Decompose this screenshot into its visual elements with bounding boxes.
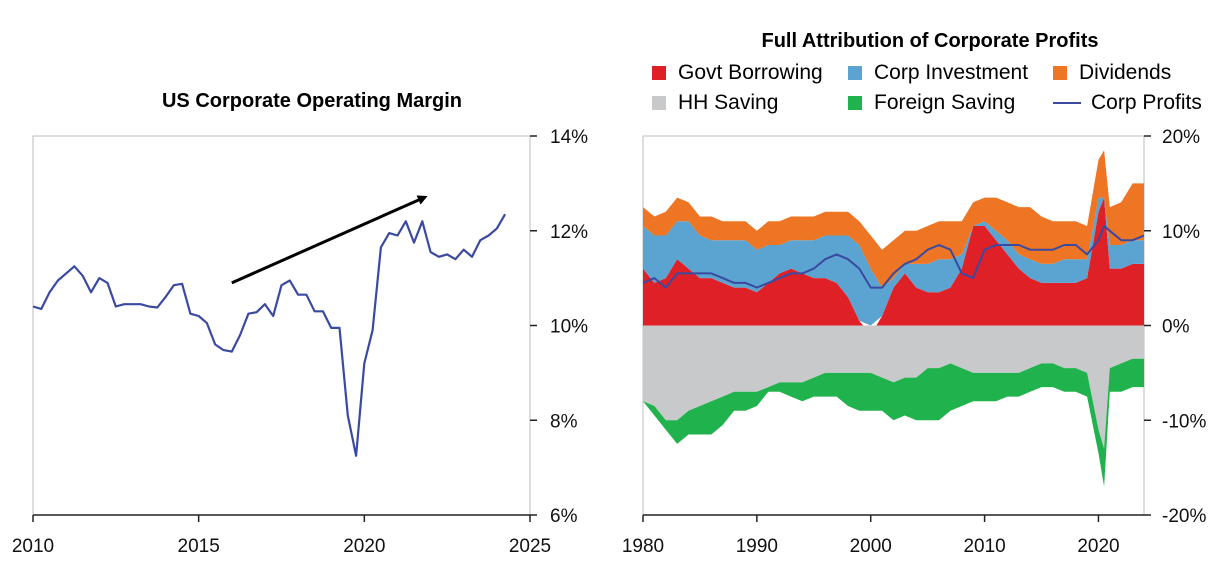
legend-govt-borrowing: Govt Borrowing bbox=[652, 61, 823, 85]
y-tick-label: 20% bbox=[1162, 127, 1200, 148]
y-tick-label: -10% bbox=[1162, 411, 1206, 432]
legend-swatch bbox=[1053, 66, 1067, 80]
x-tick-label: 2010 bbox=[963, 536, 1005, 557]
area-dividends bbox=[643, 150, 1144, 288]
x-tick-label: 1980 bbox=[622, 536, 664, 557]
legend-label: Govt Borrowing bbox=[678, 61, 823, 84]
y-tick-label: 8% bbox=[550, 411, 578, 432]
y-tick-label: 10% bbox=[1162, 222, 1200, 243]
legend-label: HH Saving bbox=[678, 91, 779, 114]
legend-label: Foreign Saving bbox=[874, 91, 1016, 114]
legend-corp-investment: Corp Investment bbox=[848, 61, 1028, 85]
legend-swatch bbox=[848, 66, 862, 80]
area-foreign-saving bbox=[643, 358, 1144, 487]
legend-label: Dividends bbox=[1079, 61, 1172, 84]
left-chart: 2010 2015 2020 2025 6% 8% 10% 12% 14% bbox=[12, 127, 588, 557]
margin-series-line bbox=[32, 213, 507, 457]
legend-label: Corp Profits bbox=[1091, 91, 1202, 114]
y-tick-label: 0% bbox=[1162, 317, 1190, 338]
y-tick-label: 10% bbox=[550, 317, 588, 338]
x-tick-label: 2000 bbox=[850, 536, 892, 557]
x-tick-label: 2020 bbox=[1077, 536, 1119, 557]
right-chart-title: Full Attribution of Corporate Profits bbox=[761, 30, 1099, 52]
y-tick-label: 6% bbox=[550, 506, 578, 527]
area-hh-saving bbox=[643, 325, 1144, 449]
right-chart: 1980 1990 2000 2010 2020 -20% -10% 0% 10% 20% bbox=[622, 127, 1207, 557]
y-tick-label: -20% bbox=[1162, 506, 1206, 527]
corp-profits-line bbox=[642, 225, 1145, 289]
legend-swatch bbox=[848, 96, 862, 110]
x-tick-label: 2010 bbox=[12, 536, 54, 557]
legend-label: Corp Investment bbox=[874, 61, 1029, 84]
legend-swatch bbox=[652, 66, 666, 80]
left-chart-title: US Corporate Operating Margin bbox=[161, 90, 463, 112]
x-tick-label: 2025 bbox=[509, 536, 551, 557]
y-tick-label: 14% bbox=[550, 127, 588, 148]
legend-swatch bbox=[652, 96, 666, 110]
plot-frame bbox=[32, 135, 531, 516]
legend-corp-profits: Corp Profits bbox=[1053, 91, 1202, 115]
legend-foreign-saving: Foreign Saving bbox=[848, 91, 1015, 115]
x-tick-label: 2020 bbox=[343, 536, 385, 557]
legend-hh-saving: HH Saving bbox=[652, 91, 778, 115]
legend-dividends: Dividends bbox=[1053, 61, 1171, 85]
y-tick-label: 12% bbox=[550, 222, 588, 243]
x-tick-label: 2015 bbox=[178, 536, 220, 557]
legend-line bbox=[1053, 102, 1081, 104]
area-govt-borrowing bbox=[643, 197, 1144, 335]
area-corp-investment bbox=[643, 197, 1144, 326]
x-tick-label: 1990 bbox=[736, 536, 778, 557]
trend-arrow bbox=[231, 195, 428, 285]
